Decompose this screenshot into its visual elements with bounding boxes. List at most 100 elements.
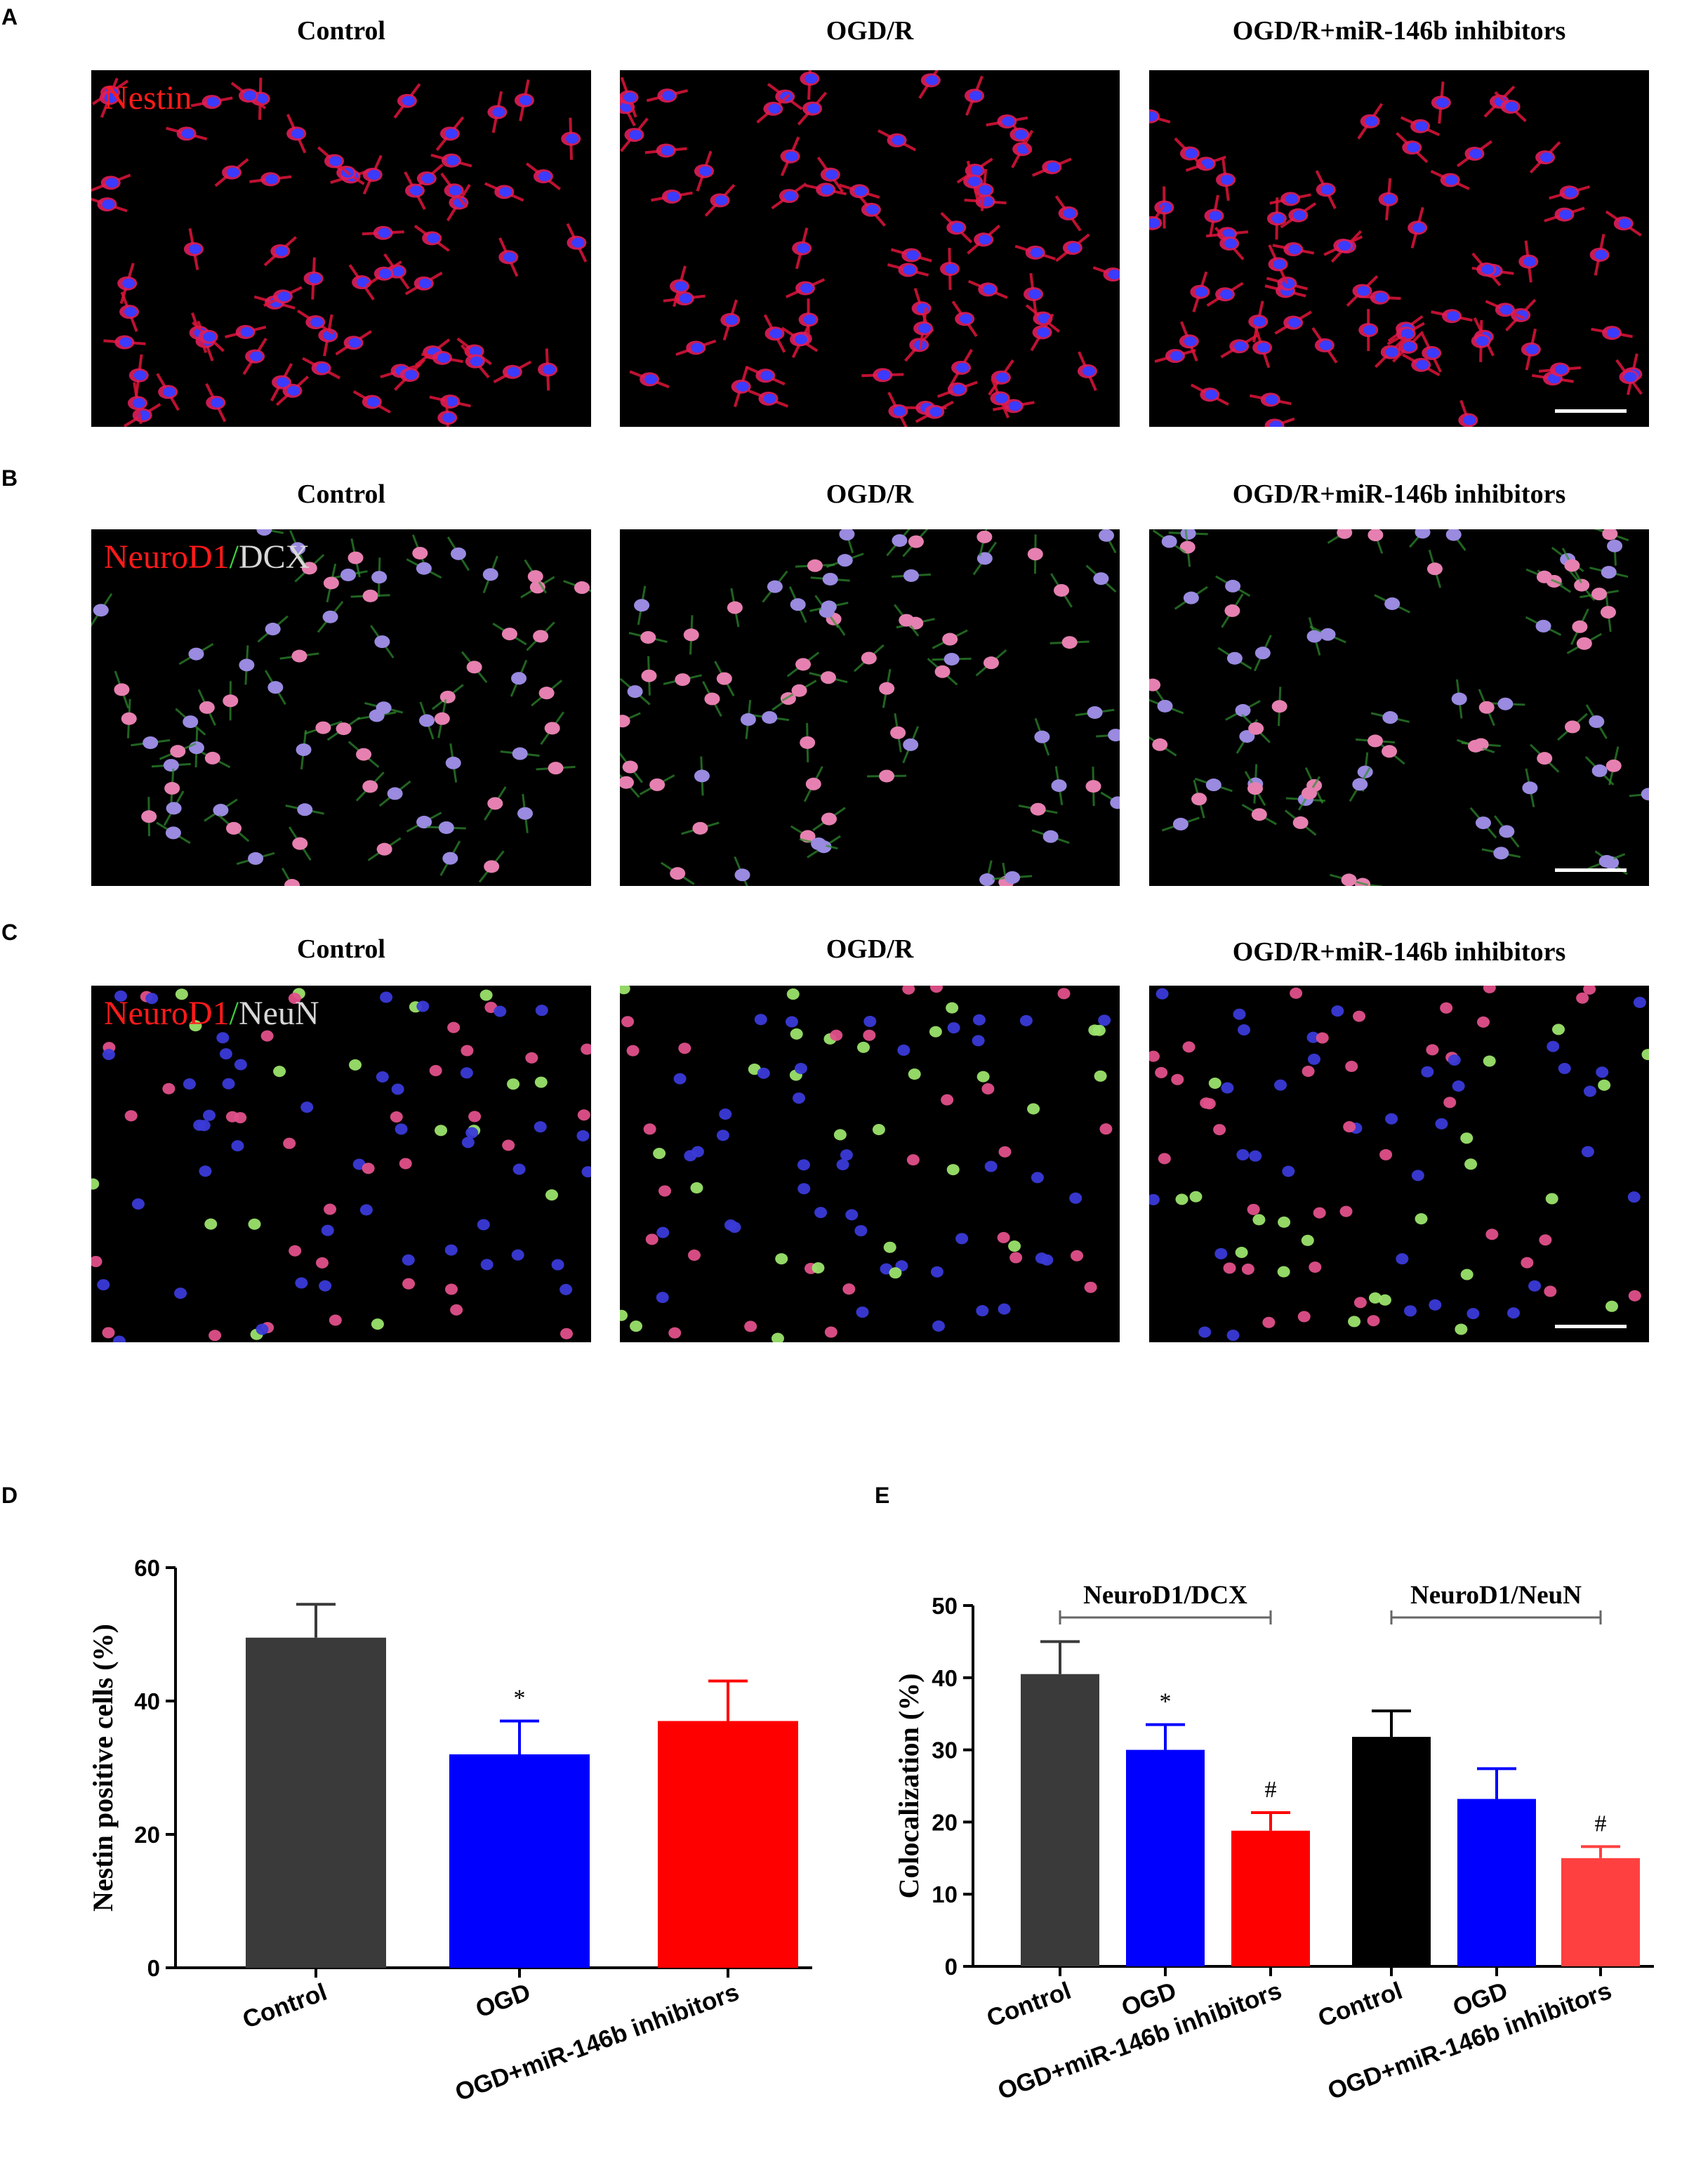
significance-marker: * bbox=[514, 1686, 526, 1712]
cell bbox=[1431, 309, 1473, 324]
cell bbox=[1280, 202, 1317, 229]
cell bbox=[1570, 608, 1589, 645]
cell bbox=[947, 1022, 960, 1034]
cell bbox=[946, 1164, 960, 1176]
bar bbox=[658, 1721, 798, 1968]
cell bbox=[302, 357, 341, 380]
cell bbox=[355, 772, 385, 802]
cell bbox=[1252, 1214, 1266, 1226]
cell bbox=[512, 1163, 526, 1175]
cell bbox=[1069, 1192, 1082, 1204]
cell bbox=[658, 1185, 672, 1197]
cell bbox=[406, 812, 442, 833]
cell bbox=[286, 114, 307, 154]
cell bbox=[988, 359, 1014, 396]
cell bbox=[1179, 321, 1199, 362]
cell bbox=[1214, 1247, 1228, 1259]
stain-label-neurod1-dcx: NeuroD1/DCX bbox=[104, 538, 310, 576]
cell bbox=[872, 1124, 885, 1136]
cell bbox=[1208, 1077, 1221, 1089]
cell bbox=[371, 557, 388, 597]
cell bbox=[812, 1262, 825, 1274]
cell bbox=[744, 1321, 757, 1332]
cell bbox=[1221, 593, 1244, 628]
cell bbox=[326, 716, 361, 741]
cell bbox=[1588, 853, 1626, 870]
cell bbox=[1071, 1250, 1084, 1262]
cell bbox=[967, 225, 1001, 255]
cell bbox=[329, 568, 368, 581]
cell bbox=[675, 339, 717, 356]
cell bbox=[824, 1326, 837, 1338]
cell bbox=[1301, 1234, 1314, 1246]
significance-marker: # bbox=[1265, 1777, 1277, 1803]
cell bbox=[1189, 1191, 1203, 1203]
cell bbox=[1098, 1014, 1111, 1026]
cell bbox=[792, 227, 812, 270]
cell bbox=[1100, 791, 1120, 814]
cell bbox=[1440, 1002, 1453, 1014]
cell bbox=[1094, 1070, 1107, 1082]
cell bbox=[121, 699, 137, 739]
cell bbox=[694, 150, 714, 192]
cell bbox=[151, 759, 191, 772]
cell bbox=[1075, 706, 1115, 719]
cell bbox=[1049, 636, 1090, 649]
cell bbox=[1483, 1055, 1496, 1067]
cell bbox=[192, 321, 225, 352]
cell bbox=[1272, 242, 1315, 257]
cell bbox=[1174, 585, 1208, 610]
cell bbox=[492, 622, 527, 646]
cell bbox=[279, 649, 319, 663]
cell bbox=[620, 767, 640, 798]
cell bbox=[1443, 1097, 1457, 1108]
cell bbox=[1375, 336, 1407, 369]
cell bbox=[244, 529, 284, 536]
cell bbox=[1545, 1193, 1558, 1205]
cell bbox=[1284, 809, 1317, 836]
cell bbox=[208, 1330, 222, 1342]
cell bbox=[347, 741, 380, 768]
cell bbox=[242, 338, 267, 376]
cell bbox=[1244, 771, 1266, 807]
cell bbox=[1353, 1297, 1367, 1309]
cell bbox=[997, 1231, 1010, 1243]
cell bbox=[1530, 743, 1560, 773]
category-label: OGD bbox=[472, 1978, 534, 2023]
cell bbox=[270, 363, 293, 402]
cell bbox=[263, 286, 303, 307]
cell bbox=[514, 79, 534, 121]
cell bbox=[1478, 689, 1495, 727]
cell bbox=[771, 183, 807, 210]
cell bbox=[1557, 713, 1588, 741]
cell bbox=[814, 1207, 828, 1219]
cell bbox=[460, 1067, 473, 1079]
cell bbox=[1027, 1103, 1040, 1115]
cell bbox=[484, 786, 507, 821]
cell bbox=[1099, 1123, 1113, 1135]
cell bbox=[364, 701, 404, 715]
cell bbox=[216, 1032, 230, 1044]
cell bbox=[288, 826, 312, 861]
cell bbox=[1252, 327, 1273, 369]
cell bbox=[1441, 529, 1466, 551]
cell bbox=[1421, 1066, 1434, 1078]
cell bbox=[1456, 739, 1495, 753]
cell bbox=[1528, 1280, 1542, 1292]
cell bbox=[941, 1094, 954, 1106]
cell bbox=[234, 1112, 247, 1124]
cell bbox=[1024, 272, 1044, 315]
cell bbox=[620, 77, 639, 118]
cell bbox=[1549, 185, 1590, 200]
cell bbox=[641, 656, 657, 696]
cell bbox=[1149, 109, 1171, 124]
cell bbox=[629, 370, 670, 389]
micrograph-b-control: NeuroD1/DCX bbox=[91, 529, 591, 886]
cell bbox=[1311, 326, 1338, 364]
cell bbox=[156, 373, 180, 411]
cell bbox=[656, 1226, 670, 1238]
cell bbox=[204, 798, 238, 822]
bar bbox=[449, 1754, 590, 1968]
cell bbox=[162, 1083, 176, 1094]
cell bbox=[797, 91, 828, 126]
